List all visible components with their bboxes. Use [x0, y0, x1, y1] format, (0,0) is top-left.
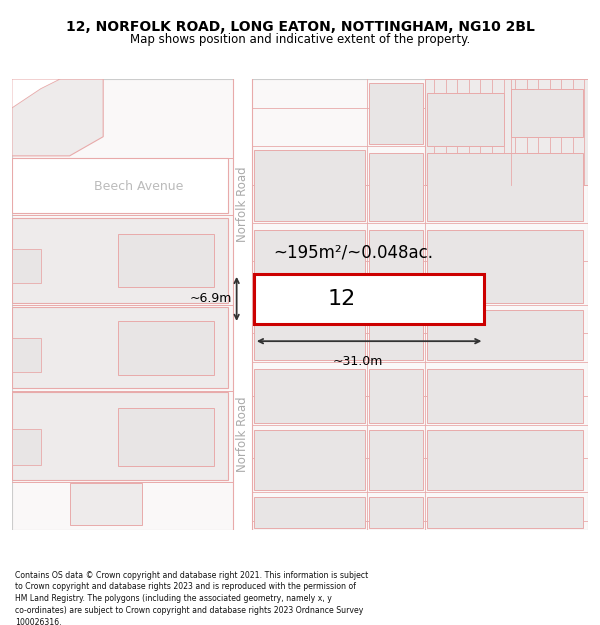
Bar — [427, 369, 583, 423]
Bar — [118, 321, 214, 375]
Text: ~6.9m: ~6.9m — [190, 292, 232, 306]
Bar — [70, 483, 142, 526]
Bar — [369, 431, 423, 490]
Polygon shape — [12, 79, 60, 108]
Bar — [369, 153, 423, 221]
Polygon shape — [12, 79, 103, 156]
Text: Norfolk Road: Norfolk Road — [236, 396, 249, 472]
Bar — [427, 94, 503, 146]
Text: ~195m²/~0.048ac.: ~195m²/~0.048ac. — [273, 244, 433, 262]
Bar — [369, 311, 423, 361]
Bar — [369, 497, 423, 528]
Bar — [233, 79, 252, 530]
Bar — [369, 83, 423, 144]
Bar — [369, 369, 423, 423]
Bar — [427, 497, 583, 528]
Bar — [369, 230, 423, 302]
Text: Beech Avenue: Beech Avenue — [94, 180, 183, 193]
Bar — [12, 158, 228, 214]
Bar — [12, 218, 228, 302]
Text: 12, NORFOLK ROAD, LONG EATON, NOTTINGHAM, NG10 2BL: 12, NORFOLK ROAD, LONG EATON, NOTTINGHAM… — [65, 20, 535, 34]
Bar — [118, 234, 214, 288]
Bar — [427, 311, 583, 361]
Bar — [254, 369, 365, 423]
Bar — [12, 429, 41, 465]
Bar — [427, 431, 583, 490]
Bar — [254, 497, 365, 528]
Bar — [427, 230, 583, 302]
Text: Contains OS data © Crown copyright and database right 2021. This information is : Contains OS data © Crown copyright and d… — [15, 571, 368, 625]
Bar — [254, 274, 484, 324]
Bar — [511, 89, 583, 137]
Bar — [427, 153, 583, 221]
Text: Map shows position and indicative extent of the property.: Map shows position and indicative extent… — [130, 32, 470, 46]
Text: Norfolk Road: Norfolk Road — [236, 166, 249, 242]
Bar — [12, 338, 41, 372]
Bar — [118, 408, 214, 466]
Bar — [254, 431, 365, 490]
Bar — [425, 79, 588, 185]
Text: ~31.0m: ~31.0m — [332, 354, 383, 367]
Bar — [254, 150, 365, 221]
Bar — [254, 311, 365, 361]
Bar — [12, 307, 228, 388]
Bar — [254, 230, 365, 302]
Bar — [12, 249, 41, 282]
Text: 12: 12 — [328, 289, 356, 309]
Bar — [12, 392, 228, 481]
